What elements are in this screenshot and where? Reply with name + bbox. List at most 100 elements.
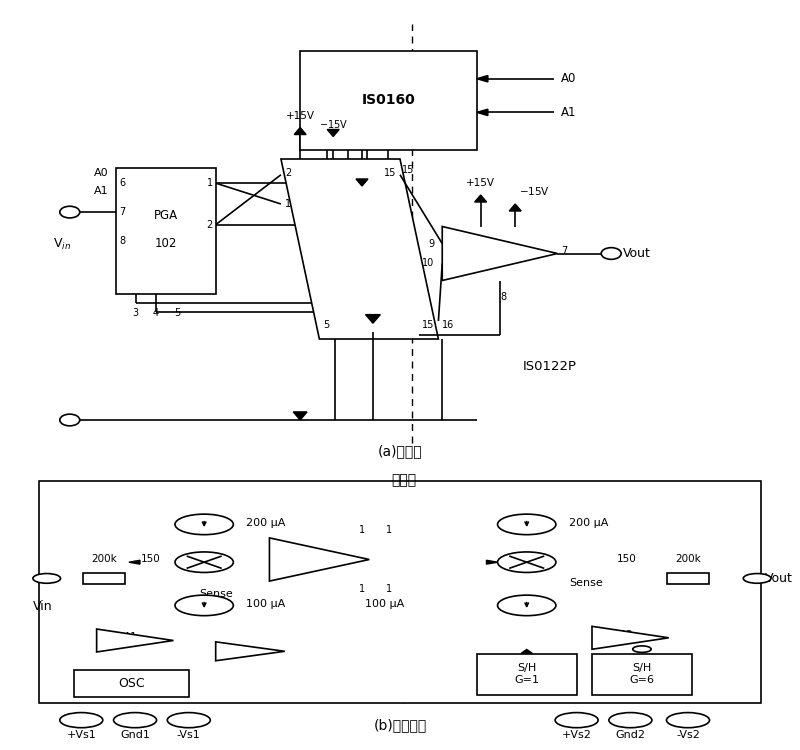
Text: 4: 4 [153,308,159,317]
Text: Vout: Vout [622,247,650,260]
Polygon shape [281,159,438,339]
Polygon shape [510,204,521,211]
Text: A2: A2 [620,629,634,640]
Polygon shape [294,128,306,134]
Text: 1: 1 [386,525,392,536]
Text: Vout: Vout [765,572,793,585]
Text: 200 μA: 200 μA [246,518,286,528]
Text: A0: A0 [94,168,108,178]
Text: 2: 2 [206,220,213,230]
Text: IS0160: IS0160 [362,94,415,107]
Circle shape [743,574,771,584]
Circle shape [633,646,651,652]
Text: 2: 2 [285,168,291,178]
Text: 100 μA: 100 μA [246,599,286,609]
Text: +: + [126,639,136,649]
Text: 隔离层: 隔离层 [391,473,417,487]
Bar [300,51,477,150]
Text: S/H
G=1: S/H G=1 [514,664,539,685]
Text: A1: A1 [562,106,577,119]
Text: $-$15V: $-$15V [519,185,550,197]
Circle shape [175,552,234,572]
Text: +Vs1: +Vs1 [66,730,96,740]
Text: A0: A0 [562,72,577,86]
Bar [83,573,126,584]
Text: 1: 1 [206,178,213,188]
Text: $-$15V: $-$15V [318,118,348,130]
Circle shape [60,414,80,426]
Circle shape [498,596,556,616]
Text: V$_{in}$: V$_{in}$ [53,237,71,252]
Text: 1: 1 [386,584,392,594]
Polygon shape [486,560,498,564]
Text: 15: 15 [384,168,396,178]
Polygon shape [129,560,140,564]
Text: 16: 16 [442,320,454,330]
Text: OSC: OSC [118,677,145,690]
Text: 7: 7 [119,207,125,217]
Circle shape [167,712,210,728]
Text: 150: 150 [617,554,637,563]
Text: 1: 1 [358,584,365,594]
Bar [116,168,216,294]
Text: 9: 9 [429,238,434,248]
Text: 3: 3 [133,308,139,317]
Text: 8: 8 [119,236,125,246]
Text: PGA: PGA [154,209,178,223]
Circle shape [175,596,234,616]
Polygon shape [477,76,488,82]
Text: A1: A1 [124,632,138,642]
Text: A1: A1 [94,186,108,196]
Polygon shape [327,130,339,136]
Text: 7: 7 [562,246,567,256]
Polygon shape [592,626,669,650]
Text: -Vs2: -Vs2 [676,730,700,740]
Circle shape [555,712,598,728]
Polygon shape [366,314,380,323]
Polygon shape [97,629,174,652]
Circle shape [175,514,234,535]
Polygon shape [216,642,285,661]
Bar [74,670,189,698]
Text: 150: 150 [141,554,160,563]
Text: (a)原理图: (a)原理图 [378,444,422,458]
Circle shape [609,712,652,728]
Text: Gnd1: Gnd1 [120,730,150,740]
Polygon shape [477,110,488,116]
Text: 5: 5 [323,320,330,330]
Text: Sense: Sense [199,590,233,599]
Polygon shape [474,195,486,202]
Circle shape [498,552,556,572]
Text: 200k: 200k [91,554,117,563]
Text: Gnd2: Gnd2 [615,730,646,740]
Polygon shape [356,179,368,186]
Text: +15V: +15V [286,111,314,121]
Bar [39,482,761,703]
Text: 200 μA: 200 μA [569,518,608,528]
Text: 15: 15 [422,320,434,330]
Text: 15: 15 [402,165,414,176]
Text: +: + [622,636,631,646]
Circle shape [60,712,102,728]
Circle shape [60,206,80,218]
Text: +15V: +15V [466,178,495,188]
Circle shape [498,514,556,535]
Text: 100 μA: 100 μA [366,599,405,609]
Circle shape [666,712,710,728]
Text: 1: 1 [358,525,365,536]
Text: 200k: 200k [675,554,701,563]
Text: (b)内部结构: (b)内部结构 [374,718,426,732]
Text: Sense: Sense [569,578,602,589]
Polygon shape [521,650,532,653]
Bar [667,573,709,584]
Text: 5: 5 [174,308,181,317]
Text: -Vs1: -Vs1 [177,730,201,740]
Text: 6: 6 [119,178,125,188]
Circle shape [114,712,157,728]
Text: +Vs2: +Vs2 [562,730,591,740]
Text: Vin: Vin [33,600,53,613]
Circle shape [33,574,61,584]
Text: IS0122P: IS0122P [523,359,577,373]
Text: 10: 10 [422,259,434,268]
Bar [477,654,577,694]
